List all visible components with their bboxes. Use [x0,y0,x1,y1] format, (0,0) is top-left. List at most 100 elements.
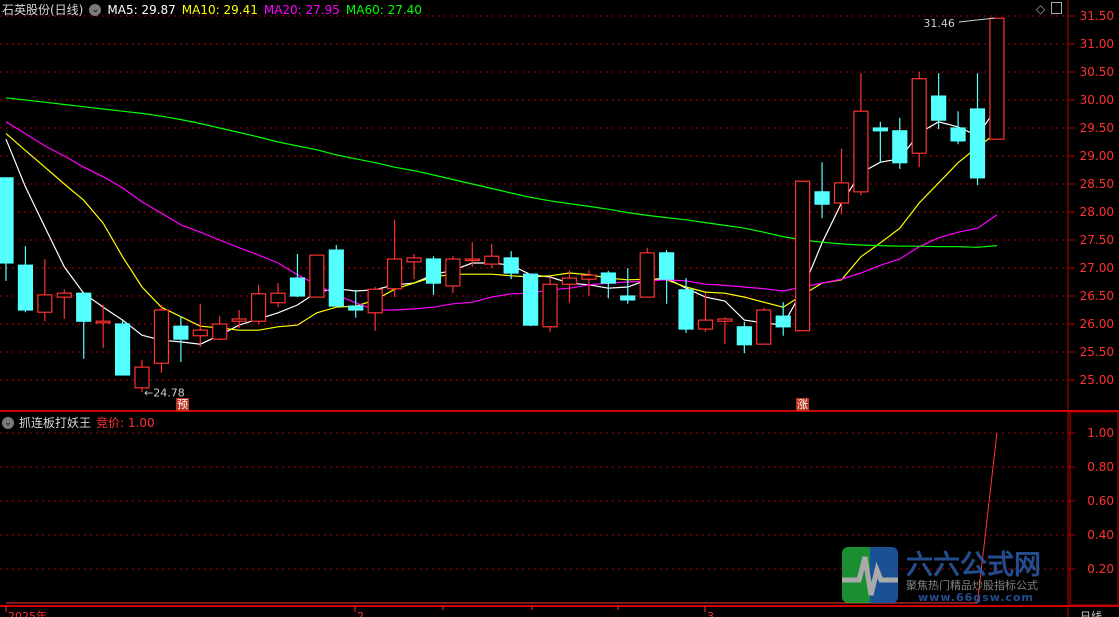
indicator-axis-box [1069,411,1119,606]
square-icon[interactable] [1051,2,1063,14]
candle-up [270,292,286,304]
candle-up [56,292,72,298]
candle-up [833,182,850,204]
candle-up [445,258,461,287]
candle-up [561,277,578,285]
candle-down [425,258,442,284]
y-tick-label: 27.50 [1080,233,1114,247]
candle-down [600,272,616,284]
y-tick-label: 26.00 [1080,317,1114,331]
candle-down [814,191,830,205]
candle-up [250,293,267,322]
chart-header: 石英股份(日线) ⌄ MA5: 29.87 MA10: 29.41 MA20: … [2,1,422,18]
candle-up [795,180,811,332]
candle-up [406,257,422,263]
candle-down [620,295,636,301]
candle-down [736,326,752,346]
candle-up [309,254,325,298]
candle-up [153,309,170,364]
candle-down [931,95,947,121]
indicator-tick-label: 0.60 [1087,494,1114,508]
candle-down [872,127,888,132]
y-tick-label: 28.00 [1080,205,1114,219]
y-tick-label: 26.50 [1080,289,1114,303]
candle-up [95,320,111,324]
zhang-tag: 涨 [796,398,809,411]
y-tick-label: 31.00 [1080,37,1114,51]
candle-up [989,17,1005,140]
y-tick-label: 29.00 [1080,149,1114,163]
indicator-tick-label: 0.40 [1087,528,1114,542]
y-tick-label: 31.50 [1080,9,1114,23]
x-tick-label: 2 [357,610,364,617]
stock-title: 石英股份(日线) [2,3,84,17]
low-price-label: ←24.78 [144,386,185,399]
indicator-tick-label: 0.80 [1087,460,1114,474]
candle-down [892,130,908,164]
indicator-name: 抓连板打妖王 [19,416,92,430]
candle-down [348,305,364,311]
candle-up [639,252,655,298]
candle-down [114,323,131,376]
candle-down [503,257,519,274]
candle-up [581,274,597,280]
candle-up [367,288,383,314]
diamond-icon[interactable]: ◇ [1036,2,1046,16]
yu-tag: 预 [176,398,189,411]
y-tick-label: 25.00 [1080,373,1114,387]
ma-line-ma10 [5,132,998,331]
ma-line-ma60 [5,97,997,248]
candle-up [464,258,480,262]
ma60-label: MA60: 27.40 [345,2,422,17]
candle-up [717,318,733,322]
candle-down [678,289,694,330]
x-tick-label: 3 [707,610,714,617]
chevron-down-icon[interactable]: ⌄ [89,3,102,16]
watermark-logo: 六六公式网 聚焦热门精品炒股指标公式 www.66gsw.com [840,545,1064,605]
candle-down [328,249,344,307]
candle-down [0,177,14,264]
candle-up [911,78,927,154]
candle-up [697,319,714,330]
candle-up [192,329,208,337]
candle-down [659,252,675,280]
candle-up [387,258,403,290]
ma10-label: MA10: 29.41 [181,2,258,17]
indicator-header: ⌄ 抓连板打妖王 竞价: 1.00 [2,414,155,431]
y-tick-label: 29.50 [1080,121,1114,135]
candle-down [775,315,791,328]
candle-up [853,110,869,193]
candle-down [76,292,92,322]
candle-down [173,325,189,340]
candle-down [950,127,966,142]
y-tick-label: 25.50 [1080,345,1114,359]
candle-up [542,283,558,328]
candle-up [134,366,150,389]
y-tick-label: 27.00 [1080,261,1114,275]
candle-up [231,318,247,322]
indicator-tick-label: 1.00 [1087,426,1114,440]
candle-up [212,323,228,340]
ma20-label: MA20: 27.95 [263,2,340,17]
candle-up [37,294,53,313]
x-tick-label: 2025年 [8,609,47,617]
chevron-down-icon[interactable]: ⌄ [2,416,14,429]
period-label: 日线 [1080,609,1102,617]
high-pointer [958,17,995,23]
candle-up [484,255,500,265]
y-tick-label: 30.00 [1080,93,1114,107]
watermark-name: 六六公式网 [906,550,1041,581]
watermark-badge-icon [842,547,898,603]
indicator-value: 竞价: 1.00 [96,416,155,430]
candle-up [756,309,772,345]
candle-down [17,264,34,311]
ma-line-ma5 [5,106,998,345]
watermark-slogan: 聚焦热门精品炒股指标公式 [906,579,1038,592]
chart-toolbar: ◇ [1036,2,1063,16]
indicator-line [6,432,998,604]
candle-down [969,108,986,179]
high-price-label: 31.46 [923,17,955,30]
watermark-url: www.66gsw.com [918,591,1034,604]
y-tick-label: 28.50 [1080,177,1114,191]
